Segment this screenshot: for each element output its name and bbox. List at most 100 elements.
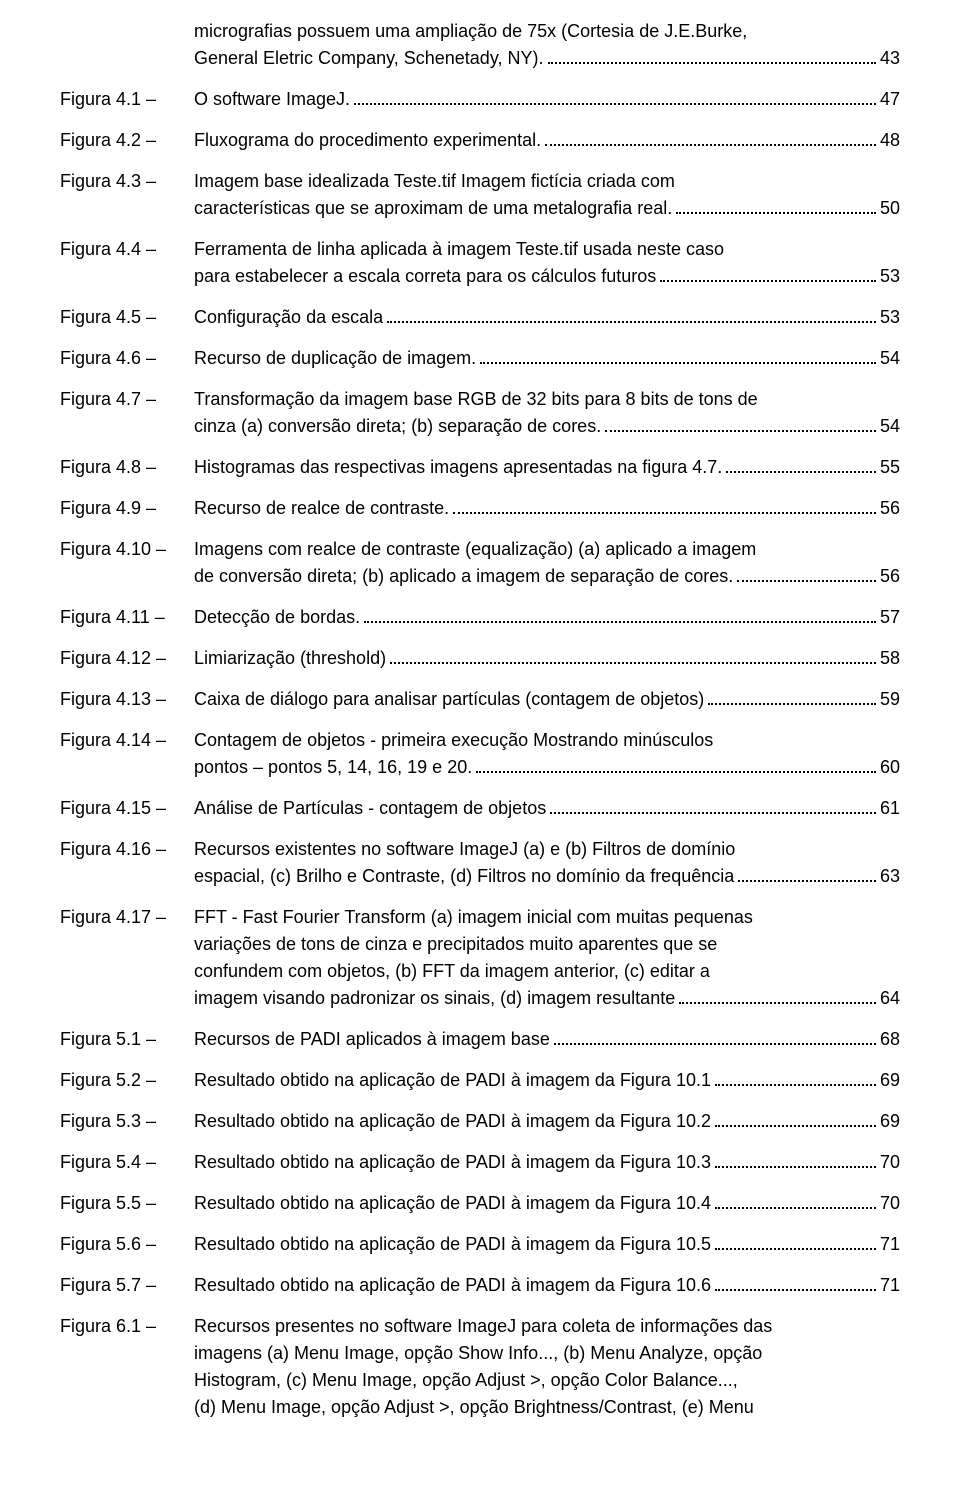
description-last-line: O software ImageJ. (194, 86, 350, 113)
dot-leader (715, 1191, 876, 1209)
description-line: Transformação da imagem base RGB de 32 b… (194, 386, 900, 413)
figure-entry: Figura 4.13 –Caixa de diálogo para anali… (60, 686, 900, 713)
figure-description: Detecção de bordas. 57 (194, 604, 900, 631)
dot-leader (715, 1068, 876, 1086)
description-last-line: Análise de Partículas - contagem de obje… (194, 795, 546, 822)
description-last-line: Histogramas das respectivas imagens apre… (194, 454, 722, 481)
description-line: Contagem de objetos - primeira execução … (194, 727, 900, 754)
description-last-line: para estabelecer a escala correta para o… (194, 263, 656, 290)
figure-entry: Figura 4.7 –Transformação da imagem base… (60, 386, 900, 440)
description-last-line: imagem visando padronizar os sinais, (d)… (194, 985, 675, 1012)
figure-entry: Figura 4.15 –Análise de Partículas - con… (60, 795, 900, 822)
leader-line: pontos – pontos 5, 14, 16, 19 e 20. 60 (194, 754, 900, 781)
figure-label: Figura 5.5 – (60, 1190, 194, 1217)
description-last-line: Recursos de PADI aplicados à imagem base (194, 1026, 550, 1053)
dot-leader (476, 755, 876, 773)
description-line: Imagens com realce de contraste (equaliz… (194, 536, 900, 563)
leader-line: Recursos de PADI aplicados à imagem base… (194, 1026, 900, 1053)
figure-entry: Figura 4.1 –O software ImageJ. 47 (60, 86, 900, 113)
page-number: 50 (880, 195, 900, 222)
dot-leader (453, 496, 876, 514)
page-number: 55 (880, 454, 900, 481)
figure-label: Figura 4.9 – (60, 495, 194, 522)
dot-leader (715, 1232, 876, 1250)
figure-description: Histogramas das respectivas imagens apre… (194, 454, 900, 481)
figure-entry: Figura 5.2 –Resultado obtido na aplicaçã… (60, 1067, 900, 1094)
figure-description: Transformação da imagem base RGB de 32 b… (194, 386, 900, 440)
description-line: Recursos presentes no software ImageJ pa… (194, 1313, 900, 1340)
figure-entry: Figura 5.1 –Recursos de PADI aplicados à… (60, 1026, 900, 1053)
description-line: Imagem base idealizada Teste.tif Imagem … (194, 168, 900, 195)
page-number: 63 (880, 863, 900, 890)
dot-leader (605, 414, 876, 432)
figure-entry: Figura 4.14 –Contagem de objetos - prime… (60, 727, 900, 781)
figure-entry: Figura 4.12 –Limiarização (threshold) 58 (60, 645, 900, 672)
dot-leader (480, 346, 876, 364)
leader-line: Análise de Partículas - contagem de obje… (194, 795, 900, 822)
figure-entry: Figura 4.9 –Recurso de realce de contras… (60, 495, 900, 522)
page-number: 53 (880, 304, 900, 331)
figure-entry: Figura 4.2 –Fluxograma do procedimento e… (60, 127, 900, 154)
leader-line: espacial, (c) Brilho e Contraste, (d) Fi… (194, 863, 900, 890)
page-number: 56 (880, 563, 900, 590)
figure-entry: Figura 4.17 –FFT - Fast Fourier Transfor… (60, 904, 900, 1012)
page-number: 56 (880, 495, 900, 522)
description-line: confundem com objetos, (b) FFT da imagem… (194, 958, 900, 985)
description-line: variações de tons de cinza e precipitado… (194, 931, 900, 958)
dot-leader (737, 564, 876, 582)
figure-description: Resultado obtido na aplicação de PADI à … (194, 1067, 900, 1094)
page-number: 61 (880, 795, 900, 822)
dot-leader (708, 687, 876, 705)
description-line: Histogram, (c) Menu Image, opção Adjust … (194, 1367, 900, 1394)
figure-description: micrografias possuem uma ampliação de 75… (194, 18, 900, 72)
page-number: 71 (880, 1231, 900, 1258)
figure-description: Recurso de realce de contraste. 56 (194, 495, 900, 522)
leader-line: O software ImageJ. 47 (194, 86, 900, 113)
description-line: FFT - Fast Fourier Transform (a) imagem … (194, 904, 900, 931)
figure-label: Figura 5.1 – (60, 1026, 194, 1053)
figure-label: Figura 4.2 – (60, 127, 194, 154)
page-number: 70 (880, 1149, 900, 1176)
leader-line: para estabelecer a escala correta para o… (194, 263, 900, 290)
figure-entry: Figura 5.7 –Resultado obtido na aplicaçã… (60, 1272, 900, 1299)
page-number: 69 (880, 1067, 900, 1094)
page-number: 58 (880, 645, 900, 672)
leader-line: Resultado obtido na aplicação de PADI à … (194, 1272, 900, 1299)
dot-leader (545, 128, 876, 146)
figure-label: Figura 5.2 – (60, 1067, 194, 1094)
leader-line: Resultado obtido na aplicação de PADI à … (194, 1108, 900, 1135)
figure-entry: Figura 4.11 –Detecção de bordas. 57 (60, 604, 900, 631)
description-last-line: Resultado obtido na aplicação de PADI à … (194, 1149, 711, 1176)
figure-label: Figura 4.3 – (60, 168, 194, 195)
page-number: 43 (880, 45, 900, 72)
description-last-line: de conversão direta; (b) aplicado a imag… (194, 563, 733, 590)
dot-leader (679, 986, 876, 1004)
figure-label: Figura 4.4 – (60, 236, 194, 263)
dot-leader (548, 46, 876, 64)
page-number: 47 (880, 86, 900, 113)
figure-entry: Figura 5.5 –Resultado obtido na aplicaçã… (60, 1190, 900, 1217)
figure-entry: Figura 4.6 –Recurso de duplicação de ima… (60, 345, 900, 372)
dot-leader (554, 1027, 876, 1045)
description-last-line: Resultado obtido na aplicação de PADI à … (194, 1067, 711, 1094)
dot-leader (676, 196, 876, 214)
figure-description: FFT - Fast Fourier Transform (a) imagem … (194, 904, 900, 1012)
figure-entry: Figura 4.16 –Recursos existentes no soft… (60, 836, 900, 890)
description-last-line: Resultado obtido na aplicação de PADI à … (194, 1190, 711, 1217)
leader-line: General Eletric Company, Schenetady, NY)… (194, 45, 900, 72)
description-last-line: General Eletric Company, Schenetady, NY)… (194, 45, 544, 72)
leader-line: Resultado obtido na aplicação de PADI à … (194, 1231, 900, 1258)
description-last-line: espacial, (c) Brilho e Contraste, (d) Fi… (194, 863, 734, 890)
leader-line: Recurso de realce de contraste. 56 (194, 495, 900, 522)
figure-description: Imagens com realce de contraste (equaliz… (194, 536, 900, 590)
figure-description: Limiarização (threshold) 58 (194, 645, 900, 672)
figure-description: Análise de Partículas - contagem de obje… (194, 795, 900, 822)
page-number: 70 (880, 1190, 900, 1217)
figure-entry: Figura 4.8 –Histogramas das respectivas … (60, 454, 900, 481)
leader-line: Resultado obtido na aplicação de PADI à … (194, 1190, 900, 1217)
figure-label: Figura 5.4 – (60, 1149, 194, 1176)
figure-label: Figura 4.1 – (60, 86, 194, 113)
leader-line: Limiarização (threshold) 58 (194, 645, 900, 672)
figure-description: Configuração da escala53 (194, 304, 900, 331)
figure-entry: Figura 4.3 –Imagem base idealizada Teste… (60, 168, 900, 222)
